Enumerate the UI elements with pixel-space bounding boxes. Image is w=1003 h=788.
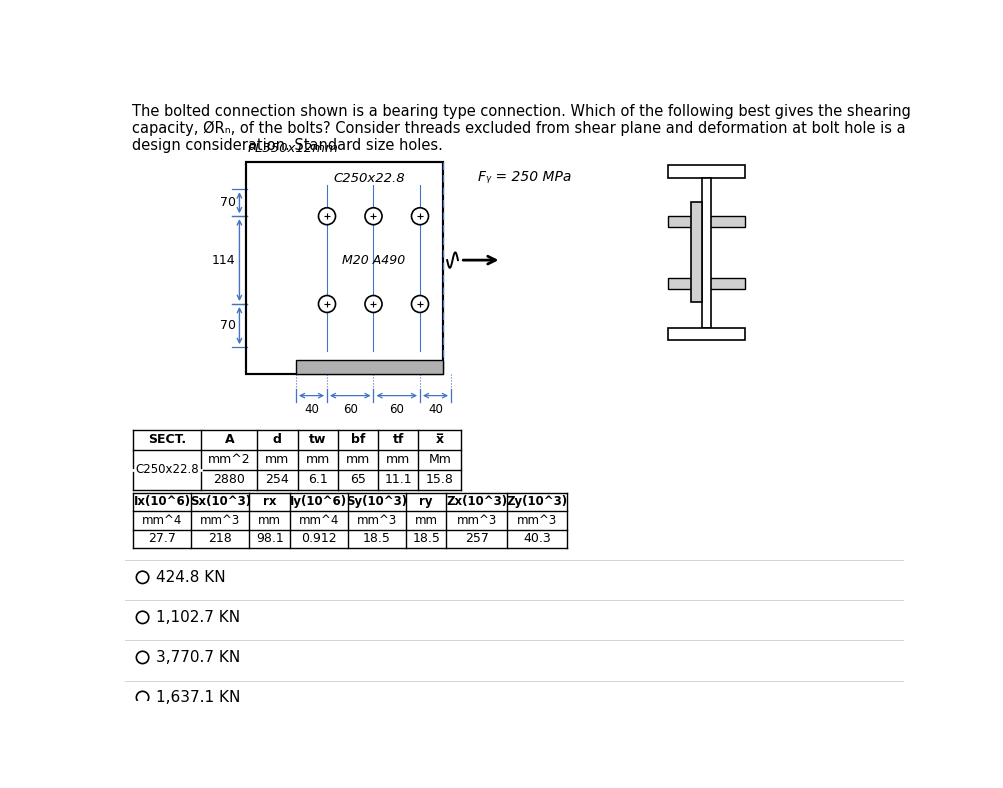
Circle shape [136,651,148,663]
Text: mm: mm [414,514,437,527]
Text: mm^3: mm^3 [201,514,241,527]
Text: 40: 40 [427,403,442,415]
Circle shape [136,691,148,704]
Text: 2880: 2880 [214,473,245,486]
Text: Ix(10^6): Ix(10^6) [133,496,191,508]
Text: C250x22.8: C250x22.8 [135,463,199,476]
Text: mm^3: mm^3 [356,514,397,527]
Text: capacity, ØRₙ, of the bolts? Consider threads excluded from shear plane and defo: capacity, ØRₙ, of the bolts? Consider th… [131,121,905,136]
Text: Zx(10^3): Zx(10^3) [445,496,507,508]
Text: tw: tw [309,433,326,446]
Text: mm^2: mm^2 [208,453,251,466]
Text: The bolted connection shown is a bearing type connection. Which of the following: The bolted connection shown is a bearing… [131,104,910,119]
Text: mm^3: mm^3 [517,514,557,527]
Text: 27.7: 27.7 [148,533,177,545]
Circle shape [318,208,335,225]
Bar [690,203,701,303]
Text: 60: 60 [342,403,357,415]
Bar [296,360,442,374]
Circle shape [136,571,148,583]
Circle shape [136,611,148,623]
Text: Zy(10^3): Zy(10^3) [506,496,567,508]
Bar [246,162,442,374]
Text: 0.912: 0.912 [301,533,336,545]
Circle shape [365,296,382,313]
Text: design consideration. Standard size holes.: design consideration. Standard size hole… [131,138,442,153]
Text: d: d [273,433,282,446]
Text: mm: mm [258,514,281,527]
Text: 40: 40 [304,403,319,415]
Circle shape [318,296,335,313]
Text: mm: mm [265,453,289,466]
Bar [667,328,745,340]
Text: 11.1: 11.1 [384,473,411,486]
Text: tf: tf [392,433,403,446]
Text: 424.8 KN: 424.8 KN [156,570,226,585]
Text: M20 A490: M20 A490 [342,254,405,266]
Text: 18.5: 18.5 [412,533,439,545]
Text: 257: 257 [464,533,488,545]
Text: 254: 254 [265,473,289,486]
Text: mm: mm [345,453,370,466]
Text: 98.1: 98.1 [256,533,283,545]
Text: Iy(10^6): Iy(10^6) [290,496,347,508]
Text: 1,637.1 KN: 1,637.1 KN [156,690,241,705]
Text: mm^4: mm^4 [142,514,183,527]
Text: x̅: x̅ [435,433,443,446]
Text: 218: 218 [209,533,232,545]
Circle shape [365,208,382,225]
Text: mm: mm [386,453,410,466]
Circle shape [411,296,428,313]
Text: 6.1: 6.1 [308,473,327,486]
Text: 15.8: 15.8 [425,473,453,486]
Text: 40.3: 40.3 [523,533,551,545]
Text: C250x22.8: C250x22.8 [333,172,405,184]
Bar [246,162,442,374]
Text: Fᵧ = 250 MPa: Fᵧ = 250 MPa [477,170,571,184]
Text: mm^3: mm^3 [456,514,496,527]
Bar [667,278,745,288]
Text: 18.5: 18.5 [363,533,390,545]
Text: bf: bf [350,433,365,446]
Text: Sx(10^3): Sx(10^3) [190,496,251,508]
Text: 70: 70 [220,319,236,332]
Text: mm^4: mm^4 [298,514,339,527]
Text: 65: 65 [350,473,365,486]
Bar [701,178,711,328]
Text: 3,770.7 KN: 3,770.7 KN [156,650,241,665]
Text: ry: ry [419,496,432,508]
Circle shape [411,208,428,225]
Text: Sy(10^3): Sy(10^3) [346,496,407,508]
Text: A: A [225,433,234,446]
Bar [296,162,442,374]
Bar [667,165,745,178]
Text: mm: mm [305,453,330,466]
Text: 60: 60 [389,403,404,415]
Text: PL350x12mm: PL350x12mm [247,143,338,155]
Text: 1,102.7 KN: 1,102.7 KN [156,610,241,625]
Text: SECT.: SECT. [148,433,187,446]
Text: rx: rx [263,496,276,508]
Text: 114: 114 [212,254,236,266]
Bar [667,216,745,227]
Text: 70: 70 [220,196,236,210]
Text: Mm: Mm [428,453,450,466]
